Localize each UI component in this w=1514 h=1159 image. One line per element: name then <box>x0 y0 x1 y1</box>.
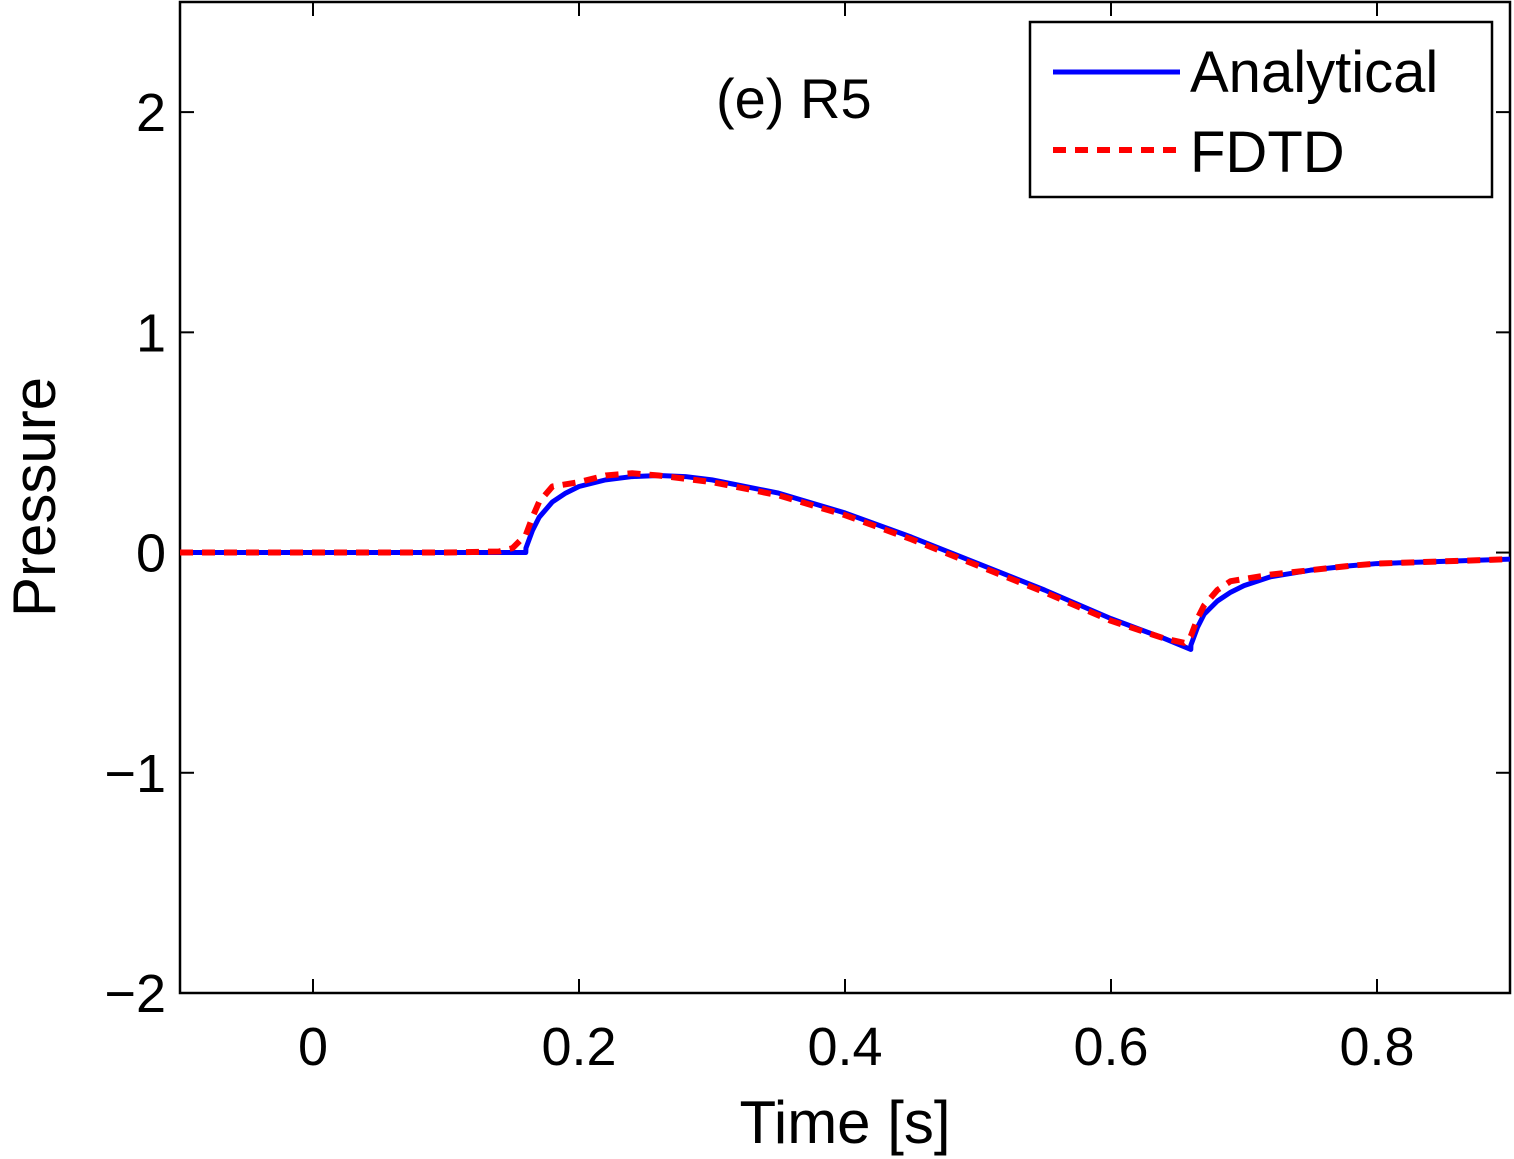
legend: Analytical FDTD <box>1028 20 1494 199</box>
legend-label-fdtd: FDTD <box>1190 120 1345 185</box>
y-tick-label: 0 <box>136 524 166 584</box>
series-line-analytical <box>180 472 1510 652</box>
x-tick-label: 0.2 <box>541 1017 616 1077</box>
legend-label-analytical: Analytical <box>1190 40 1438 105</box>
y-tick-label: −1 <box>104 744 166 804</box>
legend-box <box>1028 20 1494 199</box>
y-tick-label: −2 <box>104 964 166 1024</box>
y-tick-label: 2 <box>136 83 166 143</box>
x-axis-label: Time [s] <box>739 1089 950 1156</box>
series-layer <box>180 470 1510 652</box>
y-tick-label: 1 <box>136 303 166 363</box>
x-tick-label: 0.4 <box>807 1017 882 1077</box>
y-axis-label: Pressure <box>1 377 68 617</box>
x-tick-label: 0 <box>298 1017 328 1077</box>
x-tick-label: 0.6 <box>1073 1017 1148 1077</box>
axis-ticks: 0 0.2 0.4 0.6 0.8 −2 −1 0 1 2 <box>104 2 1510 1077</box>
panel-label: (e) R5 <box>716 67 872 130</box>
series-line-fdtd <box>180 470 1510 646</box>
x-tick-label: 0.8 <box>1339 1017 1414 1077</box>
